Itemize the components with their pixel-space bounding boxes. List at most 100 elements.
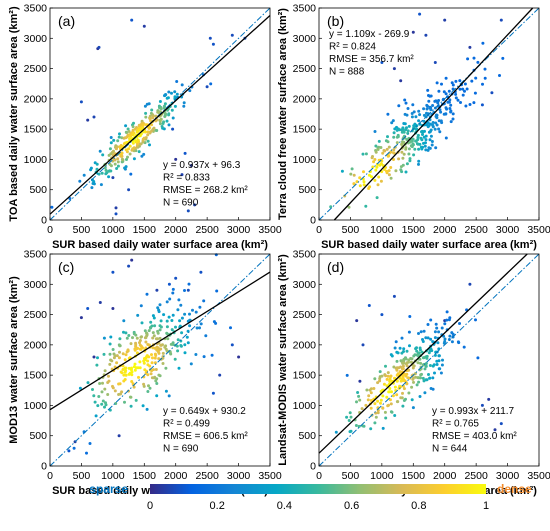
data-point: [364, 152, 368, 156]
data-point: [476, 356, 480, 360]
data-point: [416, 361, 420, 365]
data-point: [426, 323, 430, 326]
data-point: [168, 297, 172, 301]
data-point: [96, 356, 99, 360]
data-point: [380, 61, 384, 64]
x-tick-label: 1500: [133, 224, 157, 236]
data-point: [385, 395, 389, 399]
data-point: [476, 60, 480, 64]
data-point: [193, 203, 197, 207]
data-point: [464, 104, 468, 108]
data-point: [447, 318, 451, 322]
data-point: [354, 424, 358, 427]
data-point: [164, 389, 168, 393]
data-point: [410, 398, 414, 402]
data-point: [134, 333, 138, 337]
one-to-one-line: [318, 253, 540, 467]
data-point: [461, 93, 465, 97]
panel-label: (d): [327, 259, 344, 275]
data-point: [99, 183, 103, 187]
data-point: [422, 119, 426, 123]
data-point: [392, 135, 396, 139]
data-point: [386, 154, 390, 158]
scatter-panel: 0 500 1000 1500 2000 2500 3000 3500 0 500 1000 1500…: [8, 3, 282, 252]
data-point: [435, 81, 439, 85]
data-point: [443, 18, 447, 22]
data-point: [151, 116, 155, 120]
data-point: [395, 359, 399, 363]
data-point: [158, 328, 162, 332]
data-point: [109, 136, 113, 139]
data-point: [104, 401, 107, 405]
data-point: [120, 390, 124, 394]
data-point: [198, 326, 201, 330]
data-point: [92, 115, 96, 119]
data-point: [373, 158, 377, 161]
plot-frame: [49, 253, 271, 467]
data-point: [103, 387, 107, 391]
data-point: [381, 394, 385, 398]
y-tick-label: 2000: [293, 339, 317, 351]
data-point: [458, 79, 462, 83]
data-point: [407, 358, 411, 362]
x-tick-label: 1000: [101, 224, 125, 236]
data-point: [186, 288, 190, 292]
data-point: [188, 312, 191, 316]
data-point: [402, 387, 406, 391]
data-point: [392, 148, 396, 152]
data-point: [174, 157, 178, 161]
data-point: [127, 366, 131, 370]
data-point: [237, 355, 241, 359]
data-point: [112, 149, 115, 153]
data-point: [159, 343, 163, 347]
colorbar: sparse dense 0 0.2 0.4 0.6 0.8 1: [89, 482, 532, 512]
data-point: [180, 83, 184, 87]
y-tick-label: 500: [29, 430, 47, 442]
data-point: [358, 176, 362, 180]
data-point: [92, 394, 96, 398]
data-point: [431, 376, 435, 380]
data-point: [426, 88, 430, 92]
one-to-one-line: [49, 253, 271, 467]
y-tick-label: 3000: [293, 279, 317, 291]
data-point: [151, 331, 155, 335]
data-point: [429, 337, 433, 341]
data-point: [349, 172, 353, 176]
data-point: [387, 173, 391, 177]
data-point: [199, 270, 203, 274]
y-tick-label: 0: [310, 215, 316, 227]
x-tick-label: 500: [73, 470, 91, 482]
x-tick-label: 3000: [496, 470, 520, 482]
data-point: [369, 387, 373, 391]
data-point: [115, 167, 119, 170]
data-point: [401, 367, 405, 371]
data-point: [110, 359, 114, 363]
data-point: [419, 136, 423, 140]
data-point: [146, 363, 150, 367]
data-point: [426, 104, 429, 108]
data-point: [392, 365, 396, 369]
data-point: [437, 354, 441, 358]
data-point: [125, 336, 129, 340]
data-point: [352, 173, 356, 177]
regression-line: [49, 271, 271, 411]
data-point: [108, 162, 112, 166]
data-point: [374, 150, 378, 154]
data-point: [155, 394, 159, 398]
data-point: [427, 373, 430, 376]
data-point: [90, 186, 94, 190]
colorbar-tick-label: 0.2: [210, 500, 225, 512]
data-point: [144, 340, 148, 344]
data-point: [370, 175, 373, 179]
data-point: [95, 363, 99, 367]
data-point: [449, 110, 453, 114]
fit-statistics-line: y = 0.993x + 211.7: [432, 406, 515, 417]
y-tick-label: 0: [310, 461, 316, 473]
data-point: [141, 123, 145, 127]
data-point: [124, 165, 128, 169]
data-point: [390, 121, 394, 125]
data-point: [126, 127, 130, 131]
data-point: [381, 406, 385, 410]
data-point: [114, 402, 118, 405]
data-point: [392, 158, 395, 161]
